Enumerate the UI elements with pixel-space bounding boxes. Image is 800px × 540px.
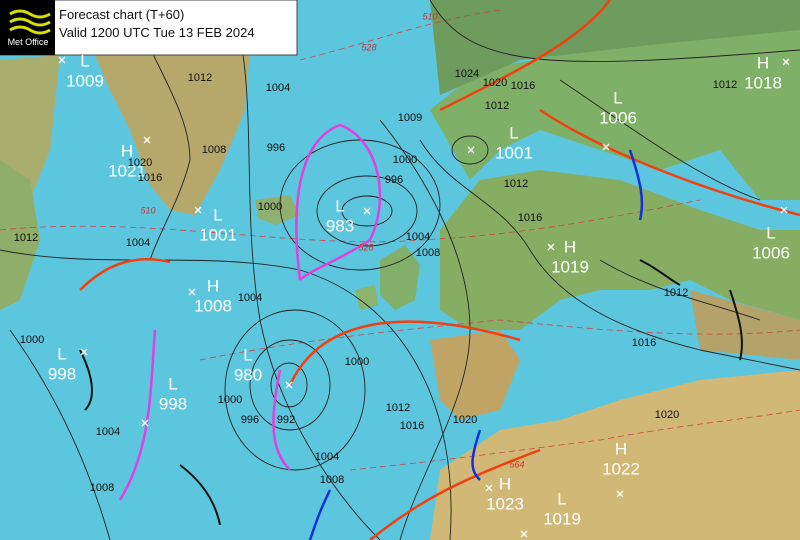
isobar-label: 1024 <box>455 68 479 80</box>
isobar-label: 1016 <box>632 337 656 349</box>
center-value: 1006 <box>752 243 790 262</box>
center-value: 983 <box>326 216 354 235</box>
center-type: L <box>335 196 344 215</box>
center-value: 980 <box>234 365 262 384</box>
isobar-label: 1012 <box>14 232 38 244</box>
isobar-label: 1000 <box>258 201 282 213</box>
isobar-label: 1008 <box>416 247 440 259</box>
center-marker <box>363 207 371 215</box>
thickness-label: 528 <box>361 42 376 52</box>
thickness-label: 564 <box>509 459 524 469</box>
isobar-label: 1000 <box>20 334 44 346</box>
isobar-label: 1012 <box>485 100 509 112</box>
center-marker <box>602 143 610 151</box>
thickness-label: 510 <box>140 205 155 215</box>
isobar-label: 1008 <box>320 474 344 486</box>
center-marker <box>520 530 528 538</box>
isobar-label: 1020 <box>453 414 477 426</box>
center-type: H <box>121 141 133 160</box>
center-value: 1019 <box>551 257 589 276</box>
center-value: 1022 <box>602 459 640 478</box>
center-value: 1019 <box>543 509 581 528</box>
center-value: 1008 <box>194 296 232 315</box>
thickness-label: 528 <box>358 242 373 252</box>
center-type: H <box>615 439 627 458</box>
isobar-label: 1008 <box>90 482 114 494</box>
center-type: H <box>499 474 511 493</box>
isobar-label: 1000 <box>218 394 242 406</box>
center-marker <box>194 206 202 214</box>
center-marker <box>485 484 493 492</box>
isobar-label: 1012 <box>504 178 528 190</box>
isobar-label: 1004 <box>315 451 339 463</box>
center-value: 1001 <box>199 225 237 244</box>
thickness-label: 510 <box>422 11 437 21</box>
isobar-label: 1000 <box>345 356 369 368</box>
isobar-label: 1020 <box>655 409 679 421</box>
isobar-label: 1020 <box>483 77 507 89</box>
center-marker <box>141 419 149 427</box>
isobar-label: 1016 <box>138 172 162 184</box>
isobar-label: 1000 <box>393 154 417 166</box>
center-value: 1009 <box>66 71 104 90</box>
isobar-label: 1004 <box>238 292 262 304</box>
center-type: H <box>564 237 576 256</box>
center-type: L <box>766 223 775 242</box>
isobar-label: 996 <box>241 414 259 426</box>
center-type: L <box>243 345 252 364</box>
isobar-label: 992 <box>277 414 295 426</box>
center-marker <box>467 146 475 154</box>
logo-mark <box>9 9 51 35</box>
center-marker <box>58 56 66 64</box>
isobar-label: 1004 <box>126 237 150 249</box>
center-marker <box>285 381 293 389</box>
center-value: 1001 <box>495 143 533 162</box>
center-marker <box>143 136 151 144</box>
isobar-label: 1009 <box>398 112 422 124</box>
isobar-label: 1016 <box>518 212 542 224</box>
valid-time: Valid 1200 UTC Tue 13 FEB 2024 <box>59 25 255 40</box>
isobar-label: 1004 <box>406 231 430 243</box>
isobar-label: 996 <box>267 142 285 154</box>
isobar-label: 1016 <box>400 420 424 432</box>
center-value: 1018 <box>744 73 782 92</box>
center-type: H <box>757 53 769 72</box>
center-value: 1023 <box>486 494 524 513</box>
center-type: L <box>509 123 518 142</box>
isobar-label: 1016 <box>511 80 535 92</box>
center-marker <box>188 288 196 296</box>
thickness-lines <box>0 9 800 471</box>
center-type: L <box>613 88 622 107</box>
center-type: H <box>207 276 219 295</box>
center-type: L <box>80 51 89 70</box>
center-type: L <box>213 205 222 224</box>
center-marker <box>547 243 555 251</box>
center-value: 998 <box>48 364 76 383</box>
isobar-label: 996 <box>385 174 403 186</box>
fronts <box>79 0 800 540</box>
isobar-label: 1004 <box>96 426 120 438</box>
isobar-label: 1012 <box>713 79 737 91</box>
center-value: 998 <box>159 394 187 413</box>
center-type: L <box>57 344 66 363</box>
isobar-label: 1004 <box>266 82 290 94</box>
center-marker <box>616 490 624 498</box>
logo-text: Met Office <box>8 37 49 47</box>
center-marker <box>782 58 790 66</box>
center-value: 1021 <box>108 161 146 180</box>
isobar-label: 1012 <box>664 287 688 299</box>
chart-title: Forecast chart (T+60) <box>59 7 184 22</box>
center-marker <box>80 348 88 356</box>
center-type: L <box>168 374 177 393</box>
center-type: L <box>557 489 566 508</box>
header: Met Office Forecast chart (T+60) Valid 1… <box>0 0 298 56</box>
isobar-label: 1012 <box>386 402 410 414</box>
isobar-label: 1012 <box>188 72 212 84</box>
isobar-label: 1008 <box>202 144 226 156</box>
center-marker <box>780 206 788 214</box>
isobar-label: 1020 <box>128 157 152 169</box>
center-value: 1006 <box>599 108 637 127</box>
